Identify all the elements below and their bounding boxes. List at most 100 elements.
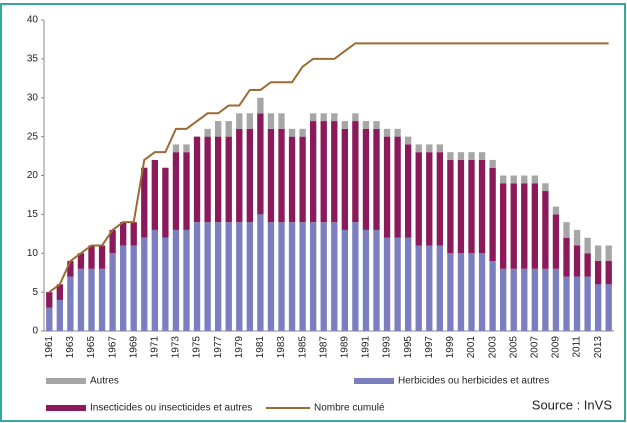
bar-segment xyxy=(373,121,380,129)
bar-segment xyxy=(405,136,412,145)
bar-segment xyxy=(573,276,581,331)
x-tick-label: 2003 xyxy=(487,336,498,359)
bar-segment xyxy=(267,113,275,129)
bar-segment xyxy=(605,245,612,262)
bar-segment xyxy=(257,214,264,331)
bar-segment xyxy=(542,191,549,269)
bar-segment xyxy=(130,245,137,331)
bar-segment xyxy=(246,128,253,223)
bar-segment xyxy=(299,128,306,137)
bar-segment xyxy=(531,268,538,331)
bar-segment xyxy=(320,222,327,331)
bar-segment xyxy=(478,152,486,160)
bar-segment xyxy=(183,152,190,230)
bar-segment xyxy=(362,128,370,230)
bar-segment xyxy=(172,229,180,331)
bar-segment xyxy=(436,144,443,153)
bar-segment xyxy=(563,237,570,277)
x-tick-label: 1963 xyxy=(65,336,76,359)
bar-segment xyxy=(310,113,317,122)
bar-segment xyxy=(478,159,486,254)
bar-segment xyxy=(130,222,137,246)
bar-segment xyxy=(373,229,380,331)
bar-segment xyxy=(595,284,602,331)
bar-segment xyxy=(489,159,496,168)
bar-segment xyxy=(415,144,422,153)
x-tick-label: 1973 xyxy=(171,336,182,359)
legend-swatch xyxy=(46,405,86,411)
bar-segment xyxy=(468,253,475,331)
bar-segment xyxy=(288,136,296,223)
bar-segment xyxy=(267,222,275,331)
bar-segment xyxy=(415,245,422,331)
x-tick-label: 1991 xyxy=(361,336,372,359)
x-tick-label: 1999 xyxy=(445,336,456,359)
x-tick-label: 2007 xyxy=(529,336,540,359)
bar-segment xyxy=(215,136,222,223)
bar-segment xyxy=(573,229,581,246)
bar-segment xyxy=(246,113,253,129)
bar-segment xyxy=(415,152,422,246)
x-tick-label: 1997 xyxy=(424,336,435,359)
bar-segment xyxy=(267,128,275,223)
bar-segment xyxy=(426,152,433,246)
bar-segment xyxy=(151,159,158,230)
bar-segment xyxy=(341,229,348,331)
bar-segment xyxy=(331,121,338,223)
bar-segment xyxy=(225,121,232,137)
legend-label: Herbicides ou herbicides et autres xyxy=(398,376,549,387)
bar-segment xyxy=(352,222,359,331)
bar-segment xyxy=(468,159,475,254)
bar-segment xyxy=(405,144,412,238)
bar-segment xyxy=(552,214,560,269)
x-tick-label: 1969 xyxy=(128,336,139,359)
source: Source : InVS xyxy=(532,397,613,412)
y-tick-label: 5 xyxy=(32,287,38,298)
bar-segment xyxy=(46,307,53,331)
bar-segment xyxy=(67,276,74,331)
y-tick-label: 40 xyxy=(27,15,39,26)
bar-segment xyxy=(605,261,612,285)
bar-segment xyxy=(605,284,612,331)
bar-segment xyxy=(457,159,465,254)
bar-segment xyxy=(394,237,401,331)
bar-segment xyxy=(98,268,106,331)
bar-segment xyxy=(236,113,243,129)
y-tick-label: 10 xyxy=(27,248,39,259)
bar-segment xyxy=(320,113,327,122)
y-tick-label: 20 xyxy=(27,170,39,181)
bar-segment xyxy=(225,136,232,223)
bar-segment xyxy=(120,245,127,331)
bar-segment xyxy=(542,183,549,192)
bar-segment xyxy=(595,245,602,262)
bar-segment xyxy=(478,253,486,331)
bar-segment xyxy=(278,128,285,223)
bar-segment xyxy=(362,229,370,331)
bar-segment xyxy=(193,222,201,331)
y-tick-label: 30 xyxy=(27,92,39,103)
bar-segment xyxy=(552,268,560,331)
bar-segment xyxy=(320,121,327,223)
bar-segment xyxy=(436,245,443,331)
bar-segment xyxy=(521,183,528,269)
x-tick-label: 1965 xyxy=(86,336,97,359)
bar-segment xyxy=(584,276,591,331)
bar-segment xyxy=(109,229,116,254)
x-tick-label: 1961 xyxy=(44,336,55,359)
bar-segment xyxy=(67,261,74,277)
bar-segment xyxy=(573,245,581,277)
bar-segment xyxy=(563,222,570,238)
bar-segment xyxy=(500,268,507,331)
legend-label: Insecticides ou insecticides et autres xyxy=(90,403,252,414)
bar-segment xyxy=(489,261,496,331)
bar-segment xyxy=(46,292,53,308)
x-tick-label: 1967 xyxy=(107,336,118,359)
bar-segment xyxy=(288,128,296,137)
legend-swatch xyxy=(354,378,394,384)
x-tick-label: 2005 xyxy=(508,336,519,359)
bar-segment xyxy=(162,167,169,238)
bar-segment xyxy=(383,237,391,331)
bar-segment xyxy=(204,136,211,223)
bar-segment xyxy=(426,245,433,331)
